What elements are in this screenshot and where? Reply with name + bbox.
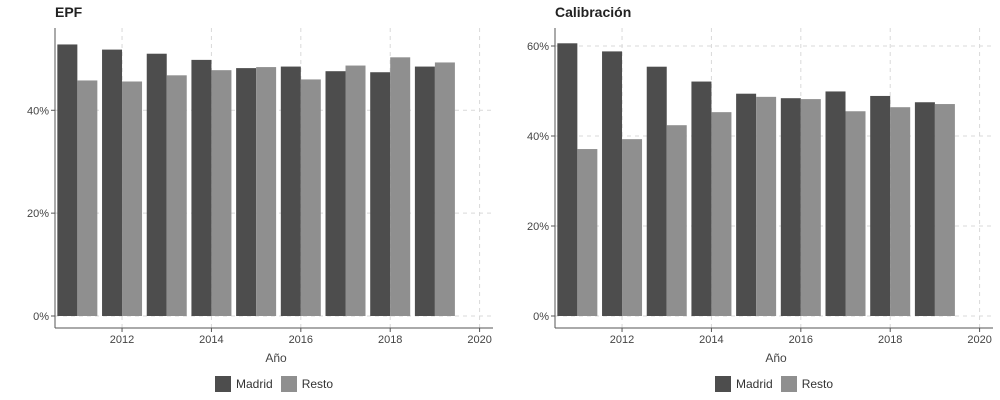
bar-madrid-2015 xyxy=(236,68,257,316)
bar-madrid-2012 xyxy=(602,51,623,317)
bar-madrid-2019 xyxy=(414,66,435,316)
bar-resto-2018 xyxy=(890,107,911,316)
x-tick-label: 2012 xyxy=(610,334,634,346)
bar-madrid-2013 xyxy=(646,66,667,316)
bar-resto-2014 xyxy=(211,70,232,317)
x-tick-label: 2020 xyxy=(467,334,491,346)
bar-resto-2011 xyxy=(77,80,98,316)
x-tick-label: 2014 xyxy=(699,334,723,346)
bar-resto-2019 xyxy=(934,104,955,316)
bar-resto-2017 xyxy=(345,65,366,317)
legend-label-resto: Resto xyxy=(801,377,834,391)
bar-madrid-2014 xyxy=(191,59,212,317)
chart-title: EPF xyxy=(55,4,83,20)
bar-resto-2018 xyxy=(390,57,411,317)
bar-madrid-2016 xyxy=(780,98,801,316)
bar-resto-2012 xyxy=(122,81,143,316)
x-tick-label: 2014 xyxy=(199,334,223,346)
x-axis-label: Año xyxy=(265,351,287,365)
bar-madrid-2011 xyxy=(57,44,78,316)
legend-item-madrid: Madrid xyxy=(215,376,273,392)
chart-svg: 0% 20% 40% 60% 2012 2014 2016 2018 2020 Año xyxy=(527,28,993,365)
bar-resto-2017 xyxy=(845,111,866,316)
bar-resto-2015 xyxy=(756,96,777,316)
legend-item-madrid: Madrid xyxy=(715,376,773,392)
bar-madrid-2018 xyxy=(370,72,391,316)
bar-madrid-2018 xyxy=(870,95,891,316)
chart-legend: Madrid Resto xyxy=(215,376,341,392)
legend-label-madrid: Madrid xyxy=(736,377,773,391)
legend-label-resto: Resto xyxy=(301,377,334,391)
bar-resto-2012 xyxy=(622,139,643,316)
chart-panel-calibracion: Calibración 0% 20% 40% 60% 2012 2014 2016 2018 2… xyxy=(500,0,1000,400)
bar-resto-2019 xyxy=(434,62,455,317)
bar-madrid-2014 xyxy=(691,81,712,316)
x-axis-label: Año xyxy=(765,351,787,365)
bar-madrid-2012 xyxy=(102,49,123,316)
bar-madrid-2017 xyxy=(325,71,346,316)
bar-resto-2016 xyxy=(800,99,821,316)
y-tick-label: 20% xyxy=(27,208,49,220)
bar-resto-2015 xyxy=(256,67,277,316)
x-tick-label: 2018 xyxy=(378,334,402,346)
x-tick-label: 2016 xyxy=(789,334,813,346)
y-tick-label: 0% xyxy=(33,311,49,323)
bar-madrid-2016 xyxy=(280,66,301,316)
x-tick-label: 2018 xyxy=(878,334,902,346)
bar-resto-2013 xyxy=(666,125,687,316)
legend-swatch-resto xyxy=(780,376,797,392)
bar-madrid-2019 xyxy=(914,102,935,316)
y-tick-label: 40% xyxy=(527,131,549,143)
x-tick-label: 2020 xyxy=(967,334,991,346)
y-tick-label: 20% xyxy=(527,221,549,233)
x-tick-label: 2016 xyxy=(289,334,313,346)
bar-resto-2016 xyxy=(300,79,321,316)
chart-panel-epf: EPF 0% 20% 40% 2012 2014 2016 2018 2020 Año Madr… xyxy=(27,4,493,392)
legend-swatch-madrid xyxy=(215,376,231,392)
bar-madrid-2013 xyxy=(146,53,167,316)
chart-title: Calibración xyxy=(555,4,632,20)
bar-resto-2013 xyxy=(166,75,187,316)
legend-item-resto: Resto xyxy=(780,376,834,392)
x-tick-label: 2012 xyxy=(110,334,134,346)
y-tick-label: 0% xyxy=(533,311,549,323)
legend-label-madrid: Madrid xyxy=(236,377,273,391)
bar-madrid-2017 xyxy=(825,91,846,316)
bar-resto-2014 xyxy=(711,112,732,317)
legend-swatch-madrid xyxy=(715,376,731,392)
y-tick-label: 40% xyxy=(27,105,49,117)
bar-resto-2011 xyxy=(577,149,598,316)
legend-swatch-resto xyxy=(280,376,297,392)
bar-madrid-2011 xyxy=(557,43,578,317)
bar-madrid-2015 xyxy=(736,93,757,316)
chart-legend: Madrid Resto xyxy=(715,376,841,392)
legend-item-resto: Resto xyxy=(280,376,334,392)
y-tick-label: 60% xyxy=(527,41,549,53)
chart-svg: 0% 20% 40% 2012 2014 2016 2018 2020 Año xyxy=(27,28,493,365)
